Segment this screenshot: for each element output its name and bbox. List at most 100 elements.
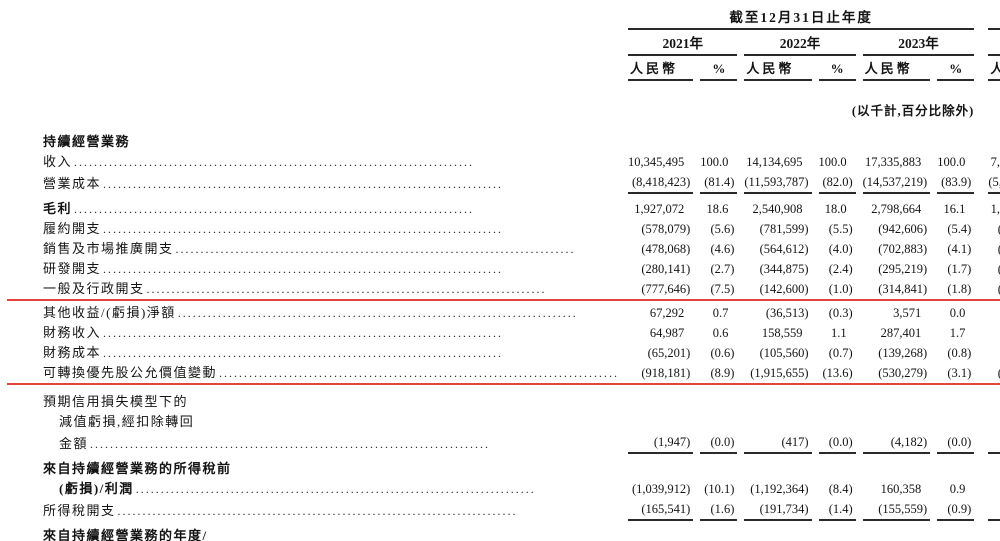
year-2021: 2021年 [628, 30, 738, 56]
percent-value-cell: (13.6) [822, 366, 853, 380]
rmb-value-cell: 158,559 [761, 326, 803, 340]
row-label: 一般及行政開支 [43, 281, 145, 296]
row-label-wrap: 收入......................................… [7, 152, 621, 172]
row-label-wrap: 金額......................................… [7, 434, 621, 454]
year-2023-interim: 2023年 [988, 30, 1000, 56]
rmb-value-cell: 1,927,072 [634, 202, 685, 216]
percent-value-cell: (4.0) [828, 242, 853, 256]
table-row: 財務收入....................................… [7, 323, 1000, 343]
row-label: 來自持續經營業務的年度/ [43, 528, 208, 541]
rmb-value-cell: 160,358 [880, 482, 922, 496]
rmb-value-cell: 17,335,883 [864, 155, 922, 169]
currency-header: 人民幣 [862, 56, 931, 81]
row-label-cell: 金額......................................… [7, 432, 621, 454]
percent-value-cell: 0.6 [712, 326, 729, 340]
row-label-cell: 來自持續經營業務的年度/ [7, 526, 1000, 541]
header-spacer [7, 81, 621, 98]
row-label-wrap: 一般及行政開支.................................… [7, 279, 621, 299]
empty-cell [988, 98, 1000, 124]
percent-value-cell: 0.9 [949, 482, 966, 496]
percent-value-cell: (1.8) [947, 282, 972, 296]
empty-cell [628, 81, 974, 98]
rmb-value-cell: (295,219) [878, 262, 928, 276]
leader-dots: ........................................… [103, 326, 504, 340]
row-label-cell: 持續經營業務 [7, 132, 1000, 152]
row-label: 銷售及市場推廣開支 [43, 241, 174, 256]
header-spacer [7, 2, 621, 30]
row-label-wrap: 財務收入....................................… [7, 323, 621, 343]
percent-value-cell: (4.1) [947, 242, 972, 256]
row-label-cell: (虧損)/利潤.................................… [7, 479, 621, 499]
percent-value-cell: (0.6) [710, 346, 735, 360]
rmb-value-cell: (191,734) [744, 499, 812, 521]
row-label: 研發開支 [43, 261, 102, 276]
table-row: 研發開支....................................… [7, 259, 1000, 279]
leader-dots: ........................................… [74, 155, 475, 169]
rmb-value-cell: 287,401 [880, 326, 922, 340]
rmb-value-cell: (280,141) [641, 262, 691, 276]
rmb-value-cell: (1,192,364) [750, 482, 809, 496]
unaudited-note: (未經審計) [988, 81, 1000, 98]
leader-dots: ........................................… [219, 366, 620, 380]
rmb-value-cell: 139,782 [988, 323, 1000, 343]
row-label-wrap: 來自持續經營業務的所得稅前 [7, 459, 1000, 479]
row-label: 毛利 [43, 201, 73, 216]
percent-value-cell: (83.9) [937, 172, 975, 194]
rmb-value-cell: (142,600) [759, 282, 809, 296]
row-label-wrap: 減值虧損,經扣除轉回 [7, 412, 1000, 432]
annual-section-title: 截至12月31日止年度 [628, 2, 975, 30]
table-row: 營業成本....................................… [7, 172, 1000, 194]
rmb-value-cell: (1,915,655) [750, 366, 809, 380]
currency-header: 人民幣 [988, 56, 1000, 81]
currency-header: 人民幣 [628, 56, 694, 81]
row-label-cell: 研發開支....................................… [7, 259, 621, 279]
rmb-value-cell: 10,345,495 [628, 155, 685, 169]
rmb-value-cell: 7,165,316 [990, 155, 1000, 169]
rmb-value-cell: 2,798,664 [871, 202, 922, 216]
percent-value-cell: 100.0 [937, 155, 966, 169]
rmb-value-cell: (99,636) [988, 499, 1000, 521]
percent-header: % [818, 56, 856, 81]
rmb-value-cell: (918,181) [641, 366, 691, 380]
leader-dots: ........................................… [146, 282, 547, 296]
percent-value-cell: (0.0) [700, 432, 738, 454]
red-rule-line [7, 299, 1000, 303]
header-spacer [7, 56, 621, 81]
row-label-cell: 所得稅開支...................................… [7, 499, 621, 521]
row-label-wrap: 銷售及市場推廣開支...............................… [7, 239, 621, 259]
percent-value-cell: 0.0 [949, 306, 966, 320]
rmb-value-cell: (65,201) [647, 346, 691, 360]
header-spacer [7, 30, 621, 56]
row-label: 營業成本 [43, 176, 102, 191]
rmb-value-cell: (1,039,912) [631, 482, 691, 496]
rmb-value-cell: (155,559) [862, 499, 931, 521]
row-label-wrap: 預期信用損失模型下的 [7, 392, 1000, 412]
percent-header: % [700, 56, 738, 81]
rmb-value-cell: (478,068) [641, 242, 691, 256]
percent-value-cell: (0.3) [828, 306, 853, 320]
rmb-value-cell: (124,752) [988, 279, 1000, 299]
rmb-value-cell: 14,134,695 [746, 155, 803, 169]
leader-dots: ........................................… [103, 222, 504, 236]
rmb-value-cell: (139,268) [878, 346, 928, 360]
rmb-value-cell: (578,079) [641, 222, 691, 236]
percent-value-cell: (3.1) [947, 366, 972, 380]
row-label: 可轉換優先股公允價值變動 [43, 365, 218, 380]
percent-value-cell: 18.0 [824, 202, 847, 216]
rmb-value-cell: (417) [744, 432, 812, 454]
percent-value-cell: 1.7 [949, 326, 966, 340]
row-label-wrap: (虧損)/利潤.................................… [7, 479, 621, 499]
row-label: 收入 [43, 154, 73, 169]
percent-value-cell: (0.7) [828, 346, 853, 360]
rmb-value-cell: 2,540,908 [752, 202, 803, 216]
leader-dots: ........................................… [135, 482, 536, 496]
table-row: 可轉換優先股公允價值變動............................… [7, 363, 1000, 383]
row-label-wrap: 營業成本....................................… [7, 174, 621, 194]
row-label: 所得稅開支 [43, 503, 116, 518]
rmb-value-cell: (300,071) [988, 239, 1000, 259]
year-2022: 2022年 [744, 30, 856, 56]
leader-dots: ........................................… [103, 346, 504, 360]
year-2023: 2023年 [862, 30, 975, 56]
rmb-value-cell: (564,612) [759, 242, 809, 256]
rmb-value-cell: 3,571 [893, 306, 922, 320]
